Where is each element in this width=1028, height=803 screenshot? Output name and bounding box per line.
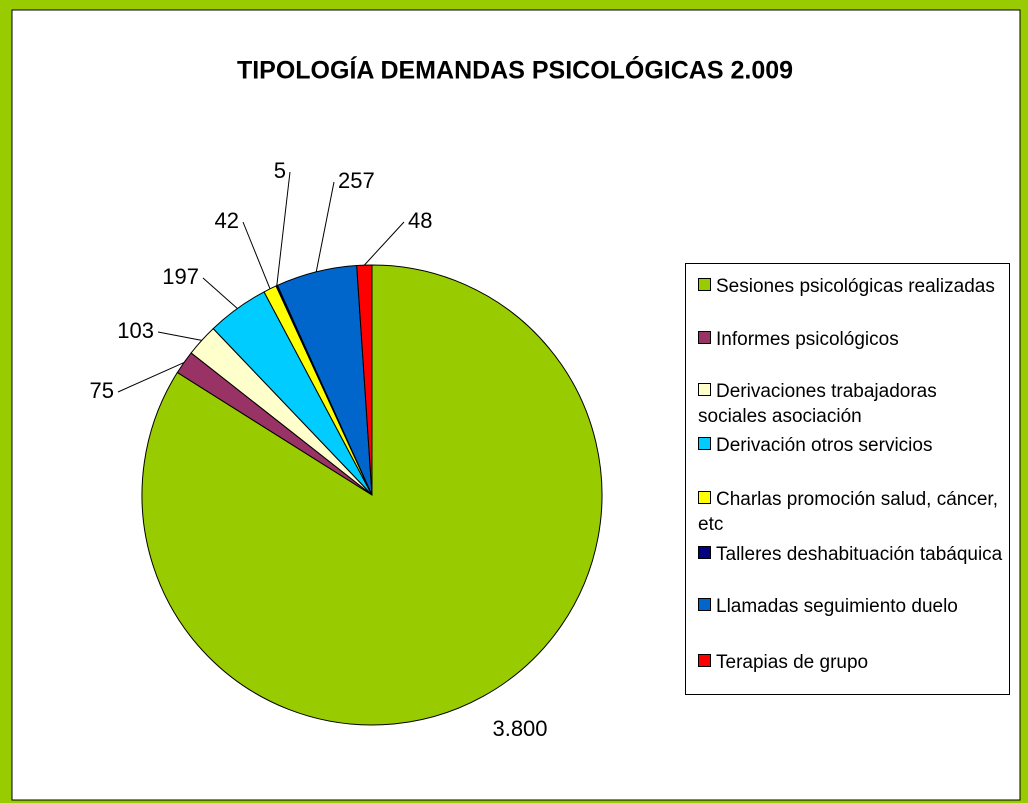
legend-swatch <box>698 331 711 344</box>
legend-item: Terapias de grupo <box>698 650 1003 675</box>
data-label: 42 <box>215 208 239 233</box>
data-label: 257 <box>338 168 375 193</box>
data-label: 103 <box>117 318 154 343</box>
legend-item: Charlas promoción salud, cáncer, etc <box>698 487 1003 537</box>
legend-item: Derivaciones trabajadoras sociales asoci… <box>698 379 1003 429</box>
legend-label: Derivaciones trabajadoras sociales asoci… <box>698 381 937 427</box>
data-label: 48 <box>408 208 432 233</box>
legend-label: Talleres deshabituación tabáquica <box>716 544 1003 565</box>
legend-label: Informes psicológicos <box>716 329 899 350</box>
legend-item: Talleres deshabituación tabáquica <box>698 542 1003 567</box>
legend-swatch <box>698 546 711 559</box>
legend-item: Llamadas seguimiento duelo <box>698 594 1003 619</box>
chart-title: TIPOLOGÍA DEMANDAS PSICOLÓGICAS 2.009 <box>237 55 793 85</box>
data-label: 3.800 <box>492 716 547 741</box>
legend-swatch <box>698 383 711 396</box>
legend-label: Derivación otros servicios <box>716 435 933 456</box>
legend-swatch <box>698 598 711 611</box>
leader-line <box>315 181 335 272</box>
legend-label: Charlas promoción salud, cáncer, etc <box>698 489 998 535</box>
legend-label: Terapias de grupo <box>716 652 869 673</box>
legend: Sesiones psicológicas realizadas Informes… <box>685 263 1010 695</box>
legend-swatch <box>698 491 711 504</box>
leader-line <box>202 277 238 309</box>
legend-label: Sesiones psicológicas realizadas <box>716 276 995 297</box>
leader-line <box>117 362 185 393</box>
data-label: 75 <box>90 378 114 403</box>
leader-line <box>363 221 405 266</box>
data-label: 197 <box>162 264 199 289</box>
legend-item: Informes psicológicos <box>698 327 1003 352</box>
leader-line <box>157 331 202 341</box>
legend-item: Derivación otros servicios <box>698 433 1003 458</box>
data-label: 5 <box>274 158 286 183</box>
leader-line <box>242 221 271 290</box>
legend-label: Llamadas seguimiento duelo <box>716 596 958 617</box>
legend-item: Sesiones psicológicas realizadas <box>698 274 1003 299</box>
legend-swatch <box>698 654 711 667</box>
legend-swatch <box>698 278 711 291</box>
legend-swatch <box>698 437 711 450</box>
leader-line <box>276 171 291 286</box>
